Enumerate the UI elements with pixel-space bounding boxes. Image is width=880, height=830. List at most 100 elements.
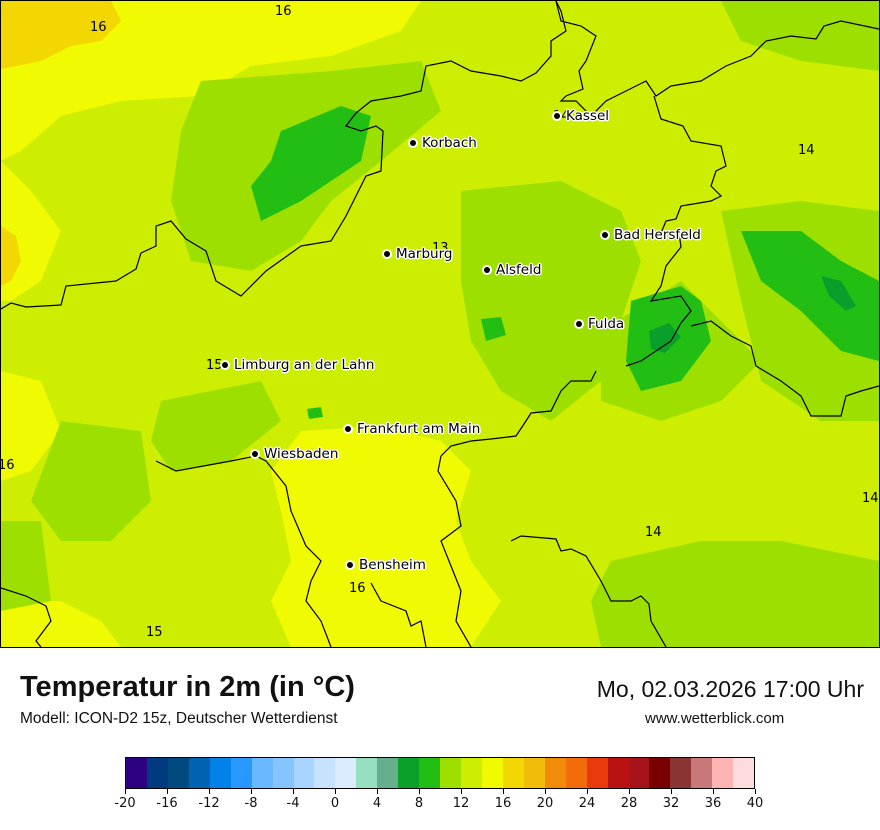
colorbar-ticks: -20 -16 -12 -8 -4 0 4 8 12 16 20 24 28 32 36 40 xyxy=(114,789,763,819)
colorbar-bin xyxy=(544,758,566,788)
colorbar-bin xyxy=(461,758,482,788)
city-dot-icon xyxy=(345,426,351,432)
colorbar-tick xyxy=(502,789,504,794)
colorbar-tick xyxy=(670,789,672,794)
city-name: Frankfurt am Main xyxy=(357,421,481,437)
colorbar-tick xyxy=(628,789,630,794)
city-marker-alsfeld[interactable]: Alsfeld xyxy=(484,262,541,278)
city-name: Bad Hersfeld xyxy=(614,227,701,243)
city-marker-fulda[interactable]: Fulda xyxy=(576,316,624,332)
colorbar-bin xyxy=(272,758,294,788)
city-name: Kassel xyxy=(566,108,610,124)
contour-label: 14 xyxy=(798,143,815,158)
city-marker-bad-hersfeld[interactable]: Bad Hersfeld xyxy=(602,227,701,243)
colorbar-bin xyxy=(167,758,189,788)
colorbar-bin xyxy=(314,758,336,788)
city-marker-kassel[interactable]: Kassel xyxy=(554,108,609,124)
colorbar-tick xyxy=(250,789,252,794)
contour-label: 14 xyxy=(645,525,662,540)
city-dot-icon xyxy=(384,251,390,257)
city-dot-icon xyxy=(410,140,416,146)
city-name: Korbach xyxy=(422,135,477,151)
contour-label: 15 xyxy=(146,625,163,640)
colorbar-bin xyxy=(733,758,755,788)
website-link[interactable]: www.wetterblick.com xyxy=(645,710,785,727)
city-marker-korbach[interactable]: Korbach xyxy=(410,135,477,151)
colorbar-bin xyxy=(126,758,147,788)
colorbar-tick-label: -4 xyxy=(286,796,300,811)
colorbar-bin xyxy=(649,758,671,788)
colorbar-bin xyxy=(712,758,734,788)
colorbar-bin xyxy=(230,758,252,788)
colorbar-tick xyxy=(166,789,168,794)
colorbar-tick-label: 32 xyxy=(662,796,680,811)
colorbar-bin xyxy=(502,758,524,788)
contour-label: 13 xyxy=(432,241,449,256)
city-name: Wiesbaden xyxy=(264,446,339,462)
colorbar-tick xyxy=(754,789,756,794)
colorbar-bin xyxy=(607,758,629,788)
contour-label: 14 xyxy=(553,109,570,124)
contour-label: 16 xyxy=(1,458,15,473)
contour-label: 16 xyxy=(90,20,107,35)
colorbar-tick-label: -8 xyxy=(244,796,258,811)
colorbar-tick-label: 8 xyxy=(414,796,424,811)
colorbar-tick-label: -12 xyxy=(198,796,220,811)
forecast-datetime: Mo, 02.03.2026 17:00 Uhr xyxy=(596,676,864,702)
colorbar-tick xyxy=(712,789,714,794)
city-marker-wiesbaden[interactable]: Wiesbaden xyxy=(252,446,338,462)
city-dot-icon xyxy=(222,362,228,368)
city-marker-limburg[interactable]: Limburg an der Lahn xyxy=(222,357,374,373)
colorbar-bin xyxy=(209,758,231,788)
colorbar-bin xyxy=(691,758,713,788)
colorbar-bin xyxy=(586,758,608,788)
colorbar-tick xyxy=(418,789,420,794)
colorbar-bin xyxy=(251,758,273,788)
colorbar-bin xyxy=(565,758,587,788)
colorbar-tick-label: 0 xyxy=(330,796,340,811)
city-name: Limburg an der Lahn xyxy=(234,357,375,373)
city-dot-icon xyxy=(602,232,608,238)
colorbar-bin xyxy=(335,758,357,788)
map-title: Temperatur in 2m (in °C) xyxy=(20,671,355,703)
colorbar-tick-label: 12 xyxy=(452,796,470,811)
contour-label: 16 xyxy=(349,581,366,596)
colorbar-tick xyxy=(292,789,294,794)
colorbar-tick xyxy=(460,789,462,794)
colorbar-bin xyxy=(670,758,692,788)
temperature-field xyxy=(1,1,879,647)
colorbar-tick-label: 4 xyxy=(372,796,382,811)
colorbar-tick xyxy=(124,789,126,794)
colorbar-tick-label: 28 xyxy=(620,796,638,811)
contour-label: 14 xyxy=(862,491,879,506)
city-dot-icon xyxy=(554,113,560,119)
city-dot-icon xyxy=(576,321,582,327)
city-name: Alsfeld xyxy=(496,262,542,278)
colorbar-tick-label: 40 xyxy=(746,796,764,811)
colorbar-tick xyxy=(586,789,588,794)
colorbar-tick-label: -20 xyxy=(114,796,136,811)
colorbar-bin xyxy=(293,758,315,788)
model-subtitle: Modell: ICON-D2 15z, Deutscher Wetterdie… xyxy=(20,710,338,727)
city-dot-icon xyxy=(347,562,353,568)
colorbar-bin xyxy=(398,758,420,788)
colorbar-tick-label: -16 xyxy=(156,796,178,811)
colorbar-bin xyxy=(377,758,399,788)
colorbar-tick xyxy=(208,789,210,794)
colorbar-bin xyxy=(188,758,210,788)
colorbar-tick xyxy=(376,789,378,794)
city-marker-marburg[interactable]: Marburg xyxy=(384,246,452,262)
colorbar-bin xyxy=(146,758,168,788)
city-name: Marburg xyxy=(396,246,453,262)
city-dot-icon xyxy=(484,267,490,273)
colorbar-tick xyxy=(334,789,336,794)
colorbar-bin xyxy=(628,758,650,788)
contour-label: 15 xyxy=(206,358,223,373)
colorbar-tick-label: 20 xyxy=(536,796,554,811)
city-dot-icon xyxy=(252,451,258,457)
temperature-map[interactable]: 16 16 14 13 14 15 16 14 14 16 15 Kassel … xyxy=(0,0,880,648)
city-marker-bensheim[interactable]: Bensheim xyxy=(347,557,426,573)
city-marker-frankfurt[interactable]: Frankfurt am Main xyxy=(345,421,480,437)
city-name: Bensheim xyxy=(359,557,426,573)
colorbar-bin xyxy=(481,758,503,788)
